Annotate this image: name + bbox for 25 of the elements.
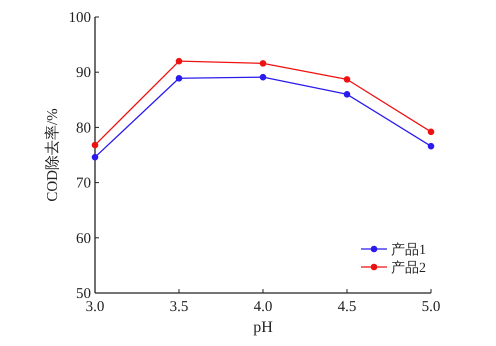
x-tick-label: 5.0 bbox=[422, 299, 440, 315]
point bbox=[428, 142, 434, 150]
y-tick-label: 60 bbox=[76, 230, 91, 247]
x-tick-label: 3.5 bbox=[170, 299, 188, 315]
y-tick-label: 50 bbox=[76, 286, 91, 302]
point bbox=[428, 128, 434, 136]
point bbox=[260, 60, 266, 67]
x-tick-label: 4.0 bbox=[254, 299, 272, 315]
x-tick-label: 4.5 bbox=[338, 299, 356, 315]
legend-label: 产品2 bbox=[391, 260, 426, 276]
point bbox=[344, 76, 350, 83]
point bbox=[176, 58, 182, 64]
point bbox=[92, 154, 98, 161]
point bbox=[344, 90, 350, 98]
y-tick-label: 80 bbox=[76, 120, 91, 136]
y-axis-title: COD除去率/% bbox=[44, 108, 61, 202]
y-tick-label: 90 bbox=[76, 65, 91, 82]
point bbox=[260, 74, 266, 80]
legend-label: 产品1 bbox=[391, 242, 426, 258]
y-tick-label: 70 bbox=[76, 176, 91, 192]
y-tick-label: 100 bbox=[68, 10, 91, 26]
x-tick-label: 3.0 bbox=[86, 299, 104, 315]
point bbox=[176, 74, 182, 82]
x-axis-title: pH bbox=[253, 319, 274, 336]
point bbox=[92, 142, 98, 148]
